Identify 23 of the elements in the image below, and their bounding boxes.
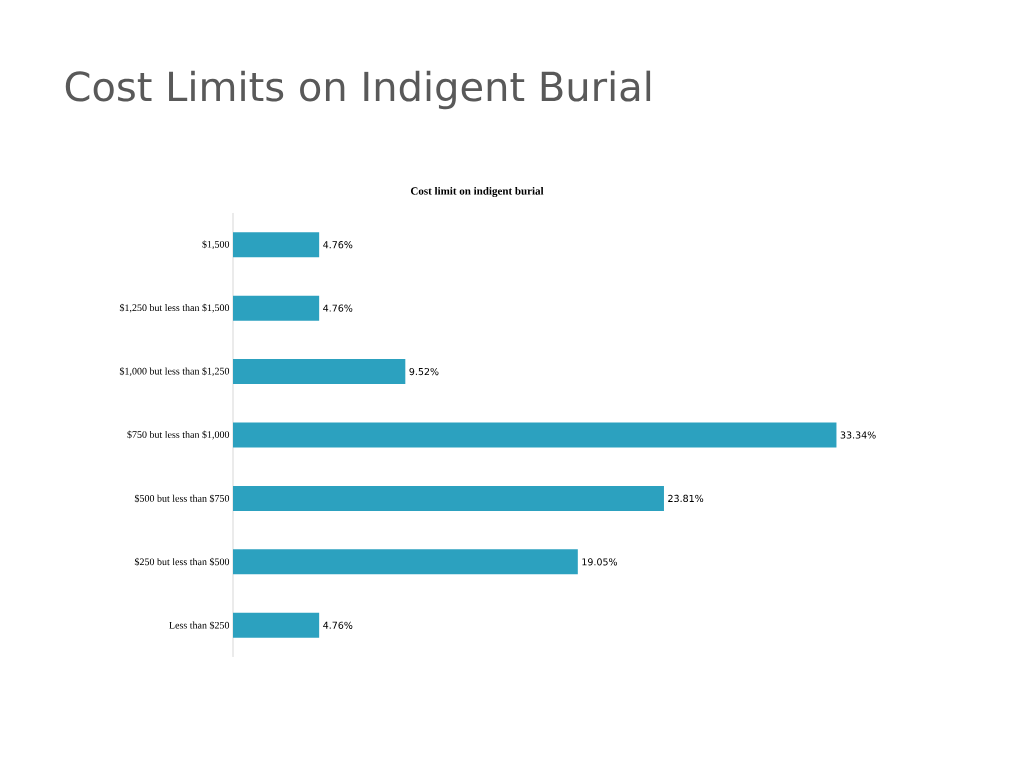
y-tick-label: $500 but less than $750 [134,494,230,503]
y-tick-label: $750 but less than $1,000 [127,430,230,440]
y-tick-label: $1,000 but less than $1,250 [119,367,230,376]
data-label: 4.76% [323,304,353,312]
y-tick-label: $1,500 [202,240,230,250]
data-label: 4.76% [323,241,353,249]
bar [233,422,837,448]
data-label: 4.76% [323,621,353,629]
bar [233,295,320,321]
bar [233,612,320,638]
y-tick-label: $1,250 but less than $1,500 [119,303,230,313]
bar [233,549,578,575]
data-label: 19.05% [582,558,618,566]
data-label: 23.81% [668,494,704,503]
bar [233,485,664,511]
chart-subtitle: Cost limit on indigent burial [410,186,544,198]
chart-title: Cost Limits on Indigent Burial [65,70,651,110]
y-tick-label: $250 but less than $500 [134,557,230,566]
data-label: 33.34% [840,431,876,439]
bar [233,359,406,385]
data-label: 9.52% [409,367,439,376]
bar [233,232,320,258]
y-tick-label: Less than $250 [169,621,230,630]
